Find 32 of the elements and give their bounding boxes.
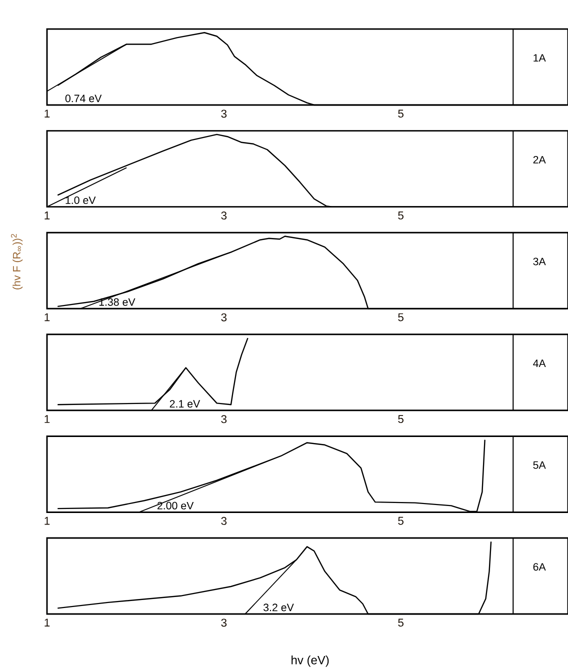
annotation: 4A [533, 360, 546, 367]
x-tick-label: 1 [44, 110, 50, 118]
x-tick-label: 5 [398, 212, 404, 220]
annotation: 6A [533, 563, 546, 571]
annotation: 5A [533, 461, 546, 469]
y-axis-title: (hv F (R$_{∞}$))$^{2}$ [11, 234, 23, 290]
annotation: 1.0 eV [66, 196, 96, 204]
annotation: 0.74 eV [65, 94, 102, 102]
x-tick-label: 5 [398, 618, 404, 627]
x-tick-label: 3 [221, 212, 227, 220]
x-tick-label: 1 [44, 415, 50, 423]
x-tick-label: 1 [44, 313, 50, 322]
annotation: 3A [533, 258, 546, 266]
annotation: 2.00 eV [157, 502, 194, 510]
x-tick-label: 1 [44, 516, 50, 525]
x-tick-label: 5 [398, 415, 404, 424]
annotation: 2.1 eV [170, 400, 200, 408]
annotation: 3.2 eV [263, 604, 294, 612]
x-tick-label: 5 [398, 516, 404, 525]
x-tick-label: 5 [398, 110, 404, 118]
x-tick-label: 3 [221, 516, 227, 525]
annotation: 1A [534, 54, 546, 62]
x-tick-label: 3 [221, 110, 227, 118]
annotation: 2A [533, 156, 546, 164]
x-tick-label: 3 [221, 618, 227, 627]
x-tick-label: 3 [221, 415, 227, 424]
annotation: 1.38 eV [99, 298, 136, 306]
x-axis-title: hv (eV) [292, 656, 329, 667]
x-tick-label: 1 [44, 618, 50, 627]
x-tick-label: 1 [44, 212, 50, 220]
x-tick-label: 3 [221, 313, 227, 322]
x-tick-label: 5 [398, 313, 404, 322]
